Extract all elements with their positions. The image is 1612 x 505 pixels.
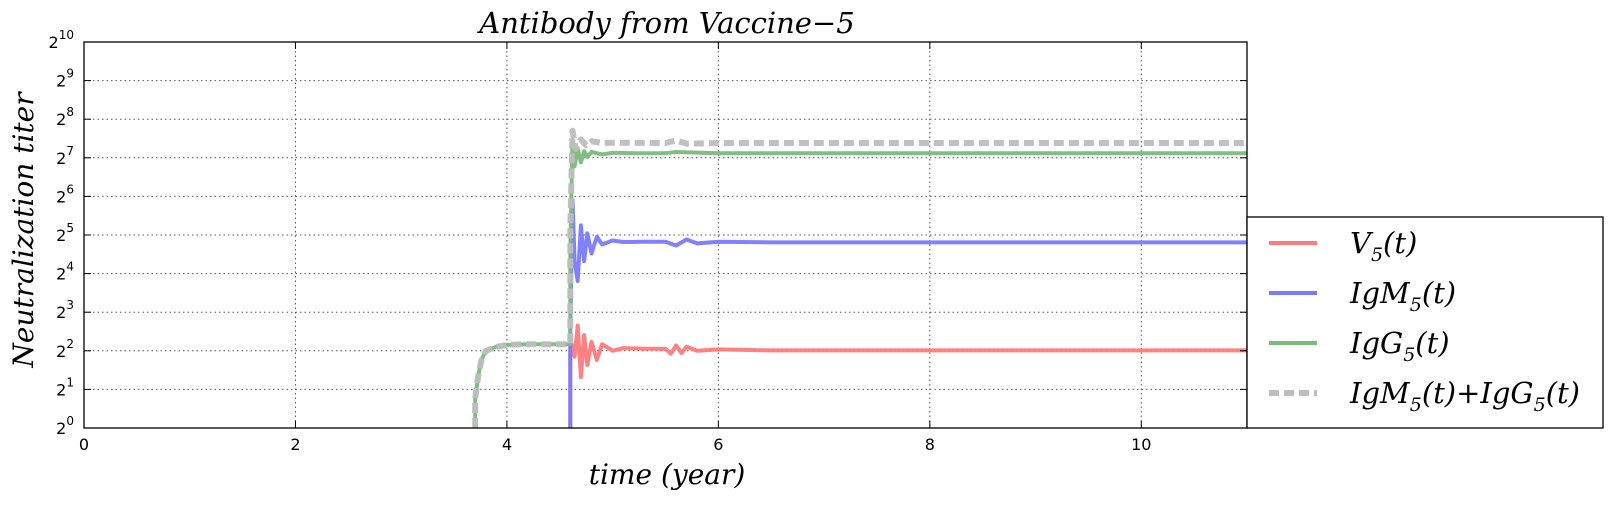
y-tick-label: 25	[56, 221, 74, 245]
y-tick-exponent: 9	[66, 67, 74, 81]
y-tick-base: 2	[56, 419, 66, 438]
y-tick-base: 2	[56, 110, 66, 129]
x-tick-label: 6	[713, 435, 723, 454]
legend: V5(t)IgM5(t)IgG5(t)IgM5(t)+IgG5(t)	[1246, 216, 1604, 429]
legend-label-part: 5	[1410, 394, 1422, 416]
y-tick-exponent: 0	[66, 414, 74, 428]
legend-label: IgM5(t)+IgG5(t)	[1349, 376, 1580, 416]
chart-title: Antibody from Vaccine−5	[476, 6, 854, 40]
y-tick-base: 2	[56, 265, 66, 284]
y-tick-exponent: 7	[66, 144, 74, 158]
y-tick-label: 23	[56, 298, 74, 322]
y-tick-label: 26	[56, 182, 74, 206]
legend-label-part: IgM	[1349, 376, 1411, 410]
y-tick-label: 24	[56, 260, 74, 284]
y-tick-exponent: 5	[66, 221, 74, 235]
y-tick-exponent: 8	[66, 105, 74, 119]
y-tick-base: 2	[56, 72, 66, 91]
y-tick-exponent: 10	[59, 28, 74, 42]
y-tick-label: 210	[49, 28, 74, 52]
y-tick-exponent: 2	[66, 337, 74, 351]
y-tick-base: 2	[56, 226, 66, 245]
y-tick-base: 2	[56, 149, 66, 168]
series-line-2	[568, 198, 1247, 428]
x-tick-label: 10	[1131, 435, 1151, 454]
y-tick-label: 29	[56, 67, 74, 91]
legend-label-part: (t)	[1415, 326, 1449, 360]
y-tick-exponent: 4	[66, 260, 74, 274]
legend-label-part: IgM	[1349, 276, 1411, 310]
x-tick-label: 2	[290, 435, 300, 454]
y-tick-exponent: 6	[66, 182, 74, 196]
x-tick-label: 4	[502, 435, 512, 454]
y-tick-base: 2	[56, 342, 66, 361]
legend-label: IgG5(t)	[1349, 326, 1450, 366]
y-tick-label: 21	[56, 375, 74, 399]
y-tick-base: 2	[56, 303, 66, 322]
y-tick-base: 2	[56, 187, 66, 206]
series-line-3	[473, 138, 1247, 428]
y-tick-label: 28	[56, 105, 74, 129]
legend-label-part: 5	[1403, 344, 1415, 366]
legend-label-part: 5	[1410, 294, 1422, 316]
legend-label: V5(t)	[1350, 226, 1417, 266]
y-tick-base: 2	[56, 380, 66, 399]
y-tick-exponent: 1	[66, 375, 74, 389]
legend-label-part: (t)+IgG	[1422, 376, 1534, 410]
legend-label-part: (t)	[1422, 276, 1456, 310]
y-tick-label: 27	[56, 144, 74, 168]
y-tick-label: 22	[56, 337, 74, 361]
legend-label: IgM5(t)	[1349, 276, 1456, 316]
y-tick-exponent: 3	[66, 298, 74, 312]
y-axis-label: Neutralization titer	[7, 91, 40, 369]
legend-label-part: 5	[1371, 244, 1383, 266]
legend-label-part: (t)	[1383, 226, 1417, 260]
x-axis-label: time (year)	[589, 458, 746, 491]
y-tick-base: 2	[49, 33, 59, 52]
x-tick-label: 0	[79, 435, 89, 454]
y-tick-label: 20	[56, 414, 74, 438]
series-lines	[472, 127, 1247, 428]
legend-label-part: V	[1350, 226, 1374, 260]
x-tick-label: 8	[925, 435, 935, 454]
series-line-1	[568, 323, 1247, 428]
legend-label-part: (t)	[1546, 376, 1580, 410]
legend-label-part: 5	[1534, 394, 1546, 416]
series-line-4	[472, 127, 1247, 428]
grid	[84, 42, 1247, 428]
legend-label-part: IgG	[1349, 326, 1403, 360]
